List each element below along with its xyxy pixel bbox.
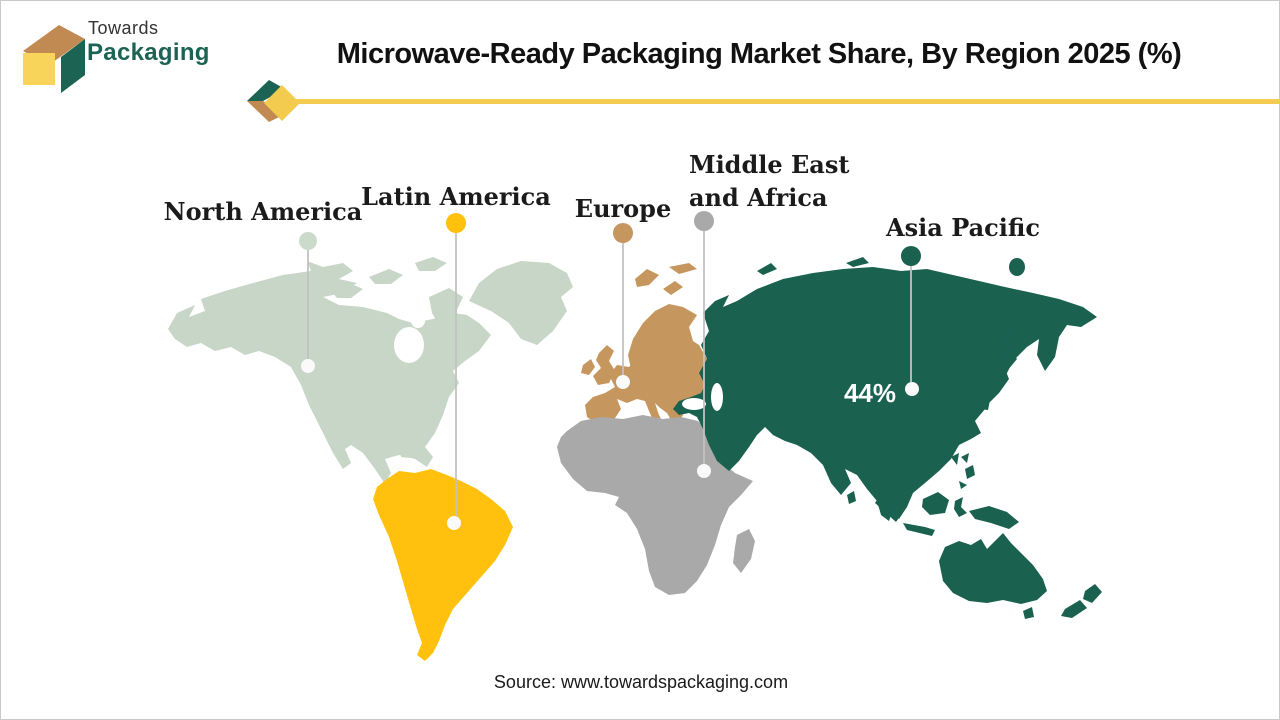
latin-america-dot (446, 213, 466, 233)
label-latin-america: Latin America (361, 182, 551, 211)
map-region-north-america (168, 257, 573, 529)
logo-text-packaging: Packaging (87, 39, 210, 66)
label-middle-east-africa-line1: Middle East (689, 150, 850, 179)
north-america-dot (299, 232, 317, 250)
map-region-latin-america (373, 469, 513, 661)
label-asia-pacific: Asia Pacific (886, 213, 1040, 242)
map-region-asia-pacific (673, 257, 1102, 619)
label-europe: Europe (574, 194, 672, 223)
page-title: Microwave-Ready Packaging Market Share, … (336, 38, 1182, 70)
title-divider (247, 80, 1279, 122)
europe-dot (613, 223, 633, 243)
label-middle-east-africa-line2: and Africa (689, 183, 828, 212)
inland-seas (682, 383, 723, 411)
middle-east-africa-dot (694, 211, 714, 231)
asia-pacific-share-value: 44% (843, 378, 897, 408)
logo-text-towards: Towards (88, 18, 159, 38)
hudson-bay-water (394, 314, 425, 363)
callout-endpoint-dots (301, 359, 919, 530)
callout-lines (307, 231, 912, 516)
source-text: Source: www.towardspackaging.com (493, 672, 789, 692)
label-north-america: North America (163, 197, 363, 226)
asia-pacific-dot (901, 246, 921, 266)
logo-cube-icon (23, 25, 85, 93)
label-middle-east-africa: Middle East and Africa (689, 148, 849, 214)
